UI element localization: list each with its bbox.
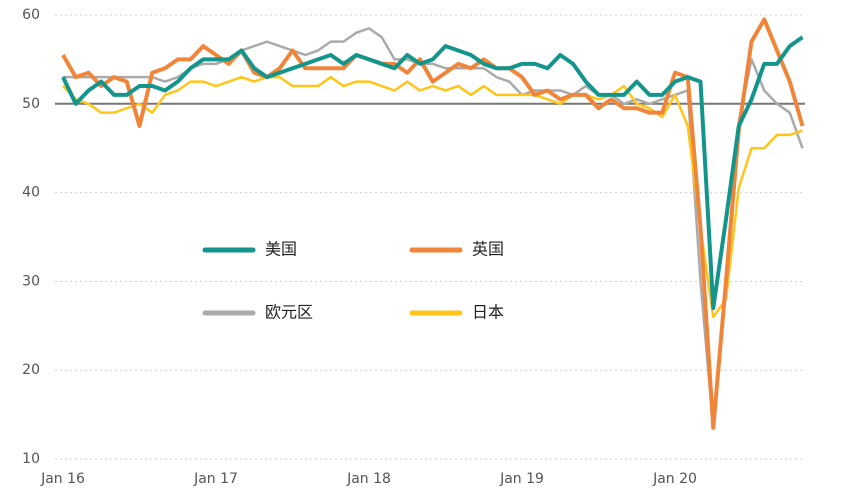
y-tick-label: 10 bbox=[22, 451, 40, 467]
y-tick-label: 40 bbox=[22, 185, 40, 201]
x-tick-label: Jan 17 bbox=[193, 471, 238, 487]
legend-label: 美国 bbox=[265, 240, 297, 259]
y-tick-label: 50 bbox=[22, 96, 40, 112]
series-line bbox=[63, 27, 804, 430]
series-line bbox=[61, 17, 805, 430]
x-tick-label: Jan 16 bbox=[40, 471, 85, 487]
series-line bbox=[61, 35, 804, 311]
x-tick-label: Jan 18 bbox=[346, 471, 391, 487]
legend-label: 日本 bbox=[472, 303, 504, 322]
legend-label: 欧元区 bbox=[265, 303, 313, 322]
series-line bbox=[62, 75, 803, 319]
x-tick-label: Jan 19 bbox=[499, 471, 544, 487]
y-tick-label: 20 bbox=[22, 362, 40, 378]
y-tick-label: 30 bbox=[22, 273, 40, 289]
y-tick-label: 60 bbox=[22, 7, 40, 23]
legend-label: 英国 bbox=[472, 240, 504, 259]
x-tick-label: Jan 20 bbox=[652, 471, 697, 487]
